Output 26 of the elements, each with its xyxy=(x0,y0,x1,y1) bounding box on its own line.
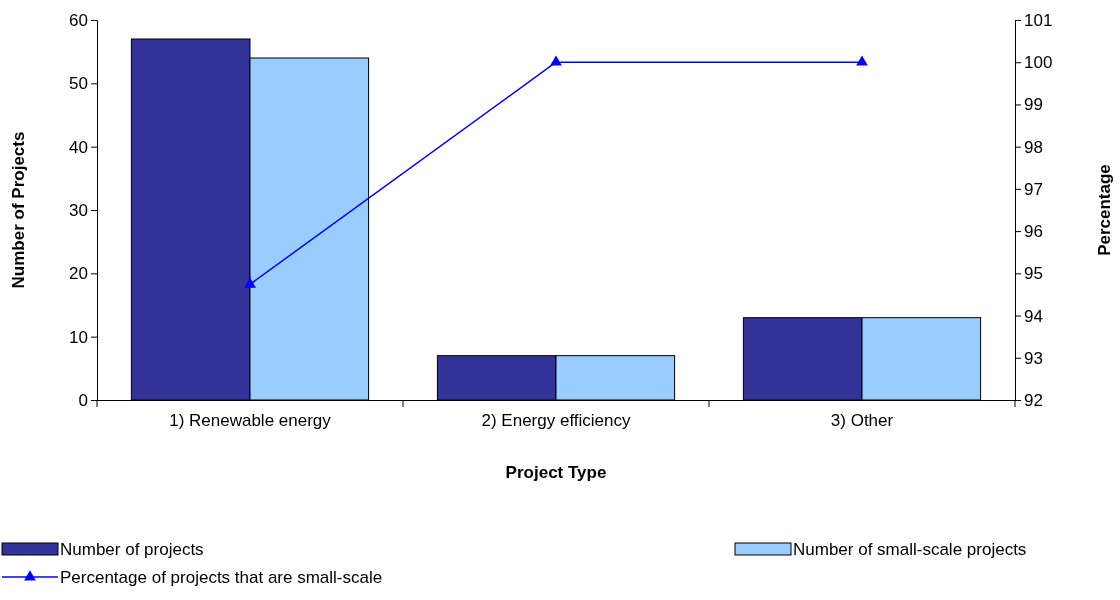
y-tick-label: 60 xyxy=(69,10,88,30)
y2-tick-label: 94 xyxy=(1024,306,1043,326)
y2-tick-label: 100 xyxy=(1024,53,1053,73)
legend-label: Percentage of projects that are small-scale xyxy=(60,568,383,587)
y2-tick-label: 99 xyxy=(1024,95,1043,115)
x-tick-label: 1) Renewable energy xyxy=(169,411,332,431)
y-tick-label: 30 xyxy=(69,200,88,220)
y2-tick-label: 98 xyxy=(1024,137,1043,157)
y2-tick-label: 97 xyxy=(1024,179,1043,199)
y2-axis-title: Percentage xyxy=(1095,164,1114,256)
x-tick-label: 2) Energy efficiency xyxy=(481,411,631,431)
y-tick-label: 0 xyxy=(78,390,88,410)
y-tick-label: 40 xyxy=(69,137,88,157)
y-tick-label: 50 xyxy=(69,74,88,94)
y-axis-title: Number of Projects xyxy=(9,131,28,289)
y2-tick-label: 101 xyxy=(1024,10,1053,30)
y-tick-label: 20 xyxy=(69,264,88,284)
y2-tick-label: 95 xyxy=(1024,264,1043,284)
legend-label: Number of small-scale projects xyxy=(793,540,1027,559)
y2-tick-label: 92 xyxy=(1024,390,1043,410)
x-axis-title: Project Type xyxy=(505,463,607,482)
y-tick-label: 10 xyxy=(69,327,88,347)
x-tick-label: 3) Other xyxy=(830,411,894,431)
y2-tick-label: 93 xyxy=(1024,348,1043,368)
legend-label: Number of projects xyxy=(60,540,204,559)
y2-tick-label: 96 xyxy=(1024,222,1043,242)
